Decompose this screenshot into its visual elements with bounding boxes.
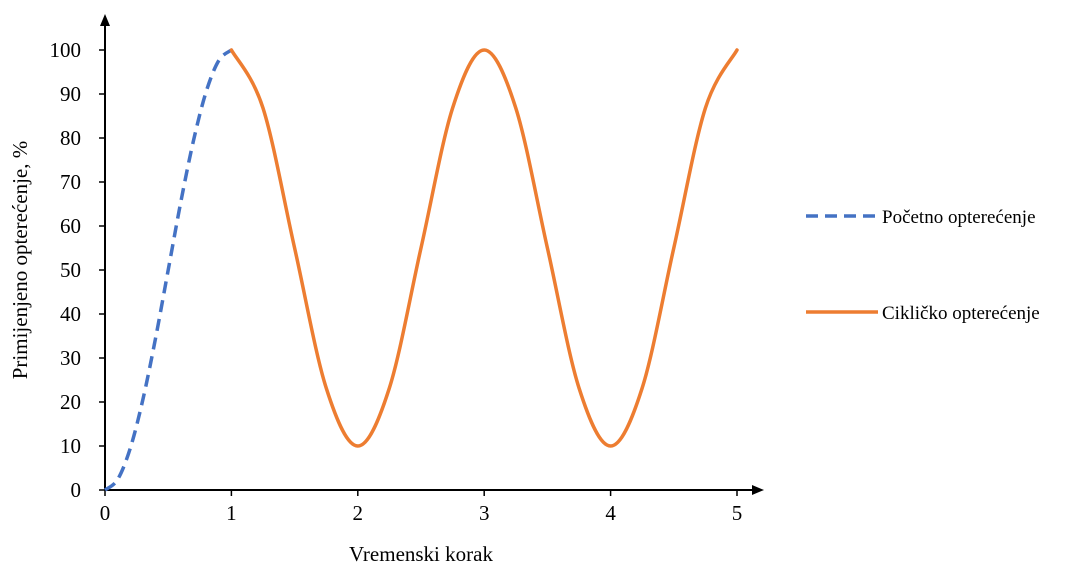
y-tick-label: 40 bbox=[60, 302, 81, 326]
x-tick-label: 4 bbox=[605, 501, 616, 525]
x-tick-label: 3 bbox=[479, 501, 490, 525]
x-tick-label: 5 bbox=[732, 501, 743, 525]
series-line-2 bbox=[229, 48, 739, 448]
y-tick-label: 50 bbox=[60, 258, 81, 282]
x-tick-label: 1 bbox=[226, 501, 237, 525]
x-tick-label: 0 bbox=[100, 501, 111, 525]
y-tick-label: 0 bbox=[71, 478, 82, 502]
x-axis-ticks: 0 1 2 3 4 5 bbox=[100, 490, 743, 525]
y-tick-label: 70 bbox=[60, 170, 81, 194]
series-layer bbox=[103, 48, 739, 492]
y-tick-label: 90 bbox=[60, 82, 81, 106]
axes bbox=[100, 14, 764, 495]
x-axis-title: Vremenski korak bbox=[349, 542, 493, 566]
y-tick-label: 30 bbox=[60, 346, 81, 370]
x-axis-arrow bbox=[752, 485, 764, 495]
y-tick-label: 10 bbox=[60, 434, 81, 458]
y-axis-title: Primijenjeno opterećenje, % bbox=[8, 141, 32, 380]
legend-label-1: Početno opterećenje bbox=[882, 207, 1036, 228]
y-tick-label: 100 bbox=[50, 38, 82, 62]
y-axis-ticks: 0 10 20 30 40 50 60 70 80 90 100 bbox=[50, 38, 105, 502]
x-tick-label: 2 bbox=[353, 501, 364, 525]
y-axis-arrow bbox=[100, 14, 110, 26]
y-tick-label: 20 bbox=[60, 390, 81, 414]
legend: Početno opterećenje Cikličko opterećenje bbox=[806, 207, 1040, 324]
series-line-1 bbox=[103, 48, 233, 492]
y-tick-label: 60 bbox=[60, 214, 81, 238]
legend-label-2: Cikličko opterećenje bbox=[882, 303, 1040, 324]
y-tick-label: 80 bbox=[60, 126, 81, 150]
